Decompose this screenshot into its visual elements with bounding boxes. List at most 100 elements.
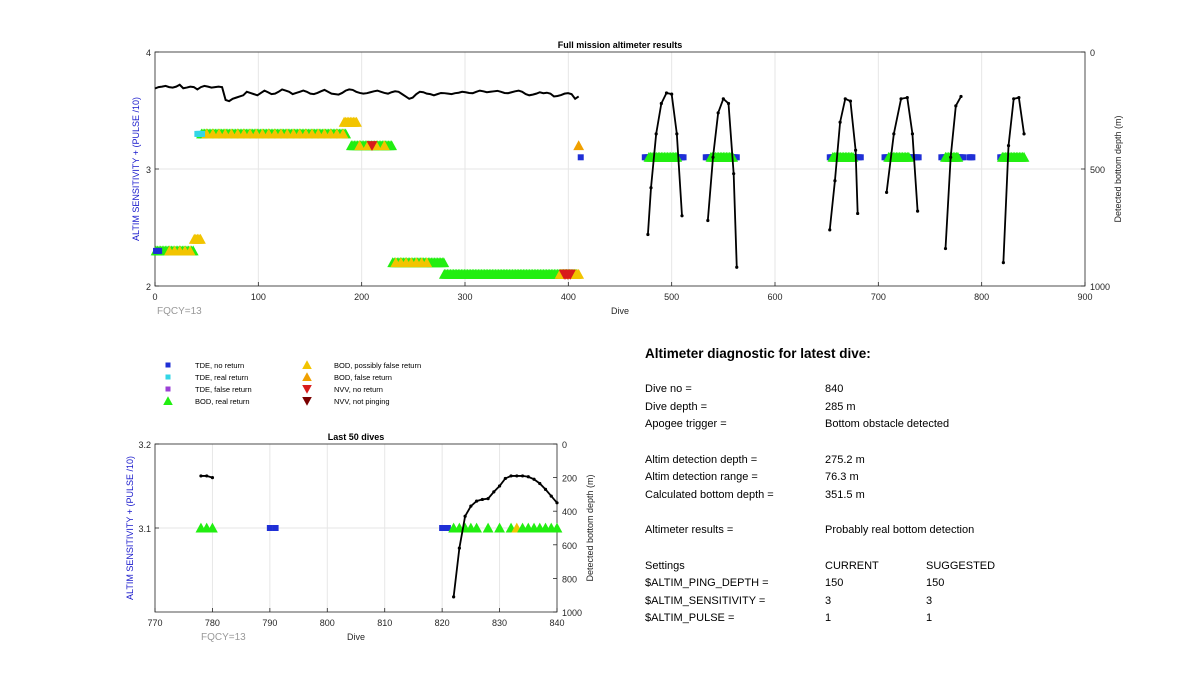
y-left-axis-label: ALTIM SENSITIVITY + (PULSE /10) [131,97,141,241]
setting-row: $ALTIM_PULSE = 1 1 [645,612,1185,628]
x-tick-label: 810 [377,618,392,628]
depth-arc [647,91,683,235]
altim-marker [969,154,976,161]
altim-marker [573,140,585,151]
x-tick-label: 700 [871,292,886,302]
altim-marker [577,154,584,161]
altim-det-depth-row: Altim detection depth = 275.2 m [645,454,1185,470]
depth-point [475,499,479,503]
x-tick-label: 770 [147,618,162,628]
altim-det-range-label: Altim detection range = [645,471,758,483]
depth-point [664,91,669,95]
altim-marker [386,140,398,151]
x-tick-label: 300 [457,292,472,302]
altim-results-label: Altimeter results = [645,524,734,536]
settings-header: Settings [645,560,685,572]
y-right-axis-label: Detected bottom depth (m) [585,474,595,581]
dive-no-label: Dive no = [645,383,692,395]
depth-point [646,232,650,237]
y-right-tick-label: 0 [1090,48,1095,58]
altim-marker [438,257,450,268]
depth-point [480,497,484,502]
altim-marker [903,151,915,162]
depth-point [838,120,842,124]
setting-row: $ALTIM_SENSITIVITY = 3 3 [645,595,1185,611]
setting-suggested: 3 [926,595,933,607]
depth-point [899,97,903,101]
legend-marker [165,374,171,380]
depth-point [543,487,548,491]
depth-point [943,246,948,251]
depth-point [457,546,461,550]
dive-no-value: 840 [825,383,844,395]
setting-name: $ALTIM_PULSE = [645,612,735,624]
apogee-row: Apogee trigger = Bottom obstacle detecte… [645,418,1185,434]
y-right-tick-label: 0 [562,440,567,450]
y-left-axis-label: ALTIM SENSITIVITY + (PULSE /10) [125,456,135,600]
fqcy-annotation: FQCY=13 [157,306,202,317]
x-tick-label: 200 [354,292,369,302]
x-tick-label: 0 [152,292,157,302]
main-chart: 0 100 200 300 400 500 600 700 800 900 2 3 4 0 500 1000 F… [131,40,1123,317]
altim-marker [471,522,482,533]
x-tick-label: 820 [435,618,450,628]
y-left-tick-label: 3.2 [138,440,151,450]
legend-label: BOD, possibly false return [334,361,421,370]
y-right-tick-label: 200 [562,474,577,484]
legend-label: TDE, no return [195,361,244,370]
setting-suggested: 1 [926,612,933,624]
depth-line [452,475,558,597]
settings-header-row: Settings CURRENT SUGGESTED [645,560,1185,576]
x-tick-label: 800 [320,618,335,628]
depth-point [1022,132,1026,136]
y-left-tick-label: 2 [146,282,151,292]
altim-det-depth-label: Altim detection depth = [645,454,758,466]
legend-label: BOD, false return [334,373,392,382]
depth-point [885,190,889,194]
depth-point [515,474,519,478]
depth-point [210,476,215,480]
chart-title: Last 50 dives [328,432,385,442]
depth-point [716,111,720,115]
y-right-axis-label: Detected bottom depth (m) [1113,115,1123,222]
calc-bottom-row: Calculated bottom depth = 351.5 m [645,489,1185,505]
depth-point [680,214,684,218]
depth-point [711,155,715,159]
calc-bottom-value: 351.5 m [825,489,865,501]
current-header: CURRENT [825,560,879,572]
depth-point [532,477,536,481]
altim-marker [195,233,206,244]
altim-marker [482,522,494,533]
legend-marker [302,360,312,369]
altim-marker [439,525,446,531]
altim-marker [573,268,585,279]
depth-point [199,474,203,478]
altim-marker [551,522,563,533]
x-tick-label: 800 [974,292,989,302]
depth-point [706,218,710,223]
altim-results-value: Probably real bottom detection [825,524,975,536]
depth-point [892,132,896,136]
altim-marker [199,130,206,137]
depth-point [1001,261,1005,265]
altim-det-range-value: 76.3 m [825,471,859,483]
suggested-header: SUGGESTED [926,560,996,572]
depth-point [856,211,860,216]
depth-point [649,186,653,190]
altim-marker [857,154,864,161]
altim-marker [379,140,390,151]
y-left-tick-label: 3.1 [138,524,151,534]
x-tick-label: 900 [1077,292,1092,302]
depth-point [659,101,663,106]
depth-point [854,148,858,152]
depth-point [1017,96,1021,100]
depth-line-flat [154,83,580,103]
depth-arc [1002,96,1025,263]
depth-point [469,504,473,508]
depth-point [726,101,731,106]
altim-det-range-row: Altim detection range = 76.3 m [645,471,1185,487]
legend-marker [302,372,312,381]
dive-depth-row: Dive depth = 285 m [645,401,1185,417]
x-tick-label: 100 [251,292,266,302]
